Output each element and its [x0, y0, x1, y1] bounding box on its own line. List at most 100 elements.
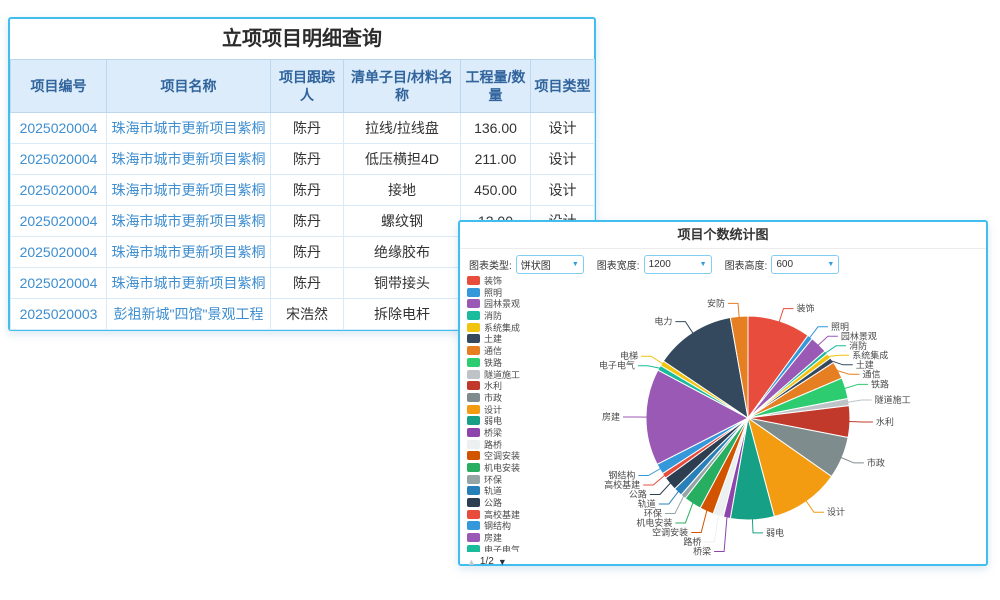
- legend-item-铁路[interactable]: 铁路: [467, 357, 567, 368]
- legend-item-弱电[interactable]: 弱电: [467, 416, 567, 426]
- pie-label-line: [638, 468, 661, 476]
- chart-type-select[interactable]: 饼状图 ▼: [515, 255, 584, 274]
- cell-project-name[interactable]: 珠海市城市更新项目紫桐: [106, 267, 271, 299]
- table-row: 2025020004 珠海市城市更新项目紫桐 陈丹 接地 450.00 设计: [10, 174, 595, 206]
- cell-tracker: 陈丹: [270, 174, 344, 206]
- chart-type-group: 图表类型: 饼状图 ▼: [469, 255, 584, 274]
- cell-project-no[interactable]: 2025020004: [10, 236, 107, 268]
- cell-project-no[interactable]: 2025020004: [10, 174, 107, 206]
- pie-label-line: [805, 500, 824, 513]
- pie-label-空调安装: 空调安装: [652, 527, 688, 538]
- cell-project-no[interactable]: 2025020004: [10, 267, 107, 299]
- legend-swatch: [467, 369, 480, 379]
- legend-swatch: [467, 416, 480, 426]
- pie-label-桥梁: 桥梁: [693, 546, 711, 557]
- pie-label-line: [751, 518, 763, 534]
- legend-item-电子电气[interactable]: 电子电气: [467, 544, 567, 552]
- legend-swatch: [467, 439, 480, 449]
- legend-item-轨道[interactable]: 轨道: [467, 486, 567, 497]
- col-header-project-no: 项目编号: [10, 59, 107, 113]
- legend-label: 水利: [484, 381, 503, 392]
- pie-label-line: [664, 495, 685, 514]
- pie-label-园林景观: 园林景观: [841, 330, 877, 341]
- legend-item-系统集成[interactable]: 系统集成: [467, 322, 567, 333]
- legend-item-消防[interactable]: 消防: [467, 311, 567, 321]
- pie-label-line: [691, 510, 708, 533]
- chart-width-value: 1200: [648, 259, 671, 270]
- pie-label-水利: 水利: [876, 416, 894, 427]
- project-table: 项目编号 项目名称 项目跟踪人 清单子目/材料名称 工程量/数量 项目类型 20…: [10, 59, 595, 330]
- legend-item-通信[interactable]: 通信: [467, 346, 567, 356]
- legend-swatch: [467, 322, 480, 332]
- legend-label: 电子电气: [484, 544, 521, 552]
- legend-item-钢结构[interactable]: 钢结构: [467, 521, 567, 531]
- chart-height-label: 图表高度:: [724, 261, 768, 272]
- legend-item-公路[interactable]: 公路: [467, 498, 567, 508]
- cell-project-name[interactable]: 珠海市城市更新项目紫桐: [106, 236, 271, 268]
- legend-label: 机电安装: [484, 463, 521, 473]
- legend-item-市政[interactable]: 市政: [467, 392, 567, 403]
- legend-item-空调安装[interactable]: 空调安装: [467, 451, 567, 461]
- legend-swatch: [467, 276, 480, 285]
- cell-project-name[interactable]: 珠海市城市更新项目紫桐: [106, 143, 271, 175]
- legend-label: 轨道: [484, 486, 503, 497]
- chart-height-select[interactable]: 600 ▼: [771, 255, 840, 274]
- cell-project-name[interactable]: 珠海市城市更新项目紫桐: [106, 205, 271, 237]
- table-header-row: 项目编号 项目名称 项目跟踪人 清单子目/材料名称 工程量/数量 项目类型: [10, 59, 595, 113]
- pie-label-line: [809, 326, 828, 339]
- legend-swatch: [467, 334, 480, 344]
- legend-label: 系统集成: [484, 322, 521, 333]
- legend-label: 土建: [484, 334, 503, 345]
- pie-label-系统集成: 系统集成: [852, 349, 888, 360]
- cell-item-name: 铜带接头: [343, 267, 461, 299]
- legend-item-照明[interactable]: 照明: [467, 287, 567, 298]
- legend-item-高校基建[interactable]: 高校基建: [467, 509, 567, 520]
- legend-item-土建[interactable]: 土建: [467, 334, 567, 345]
- cell-item-name: 低压横担4D: [343, 143, 461, 175]
- cell-quantity: 211.00: [460, 143, 531, 175]
- pie-label-line: [848, 421, 873, 423]
- cell-project-name[interactable]: 珠海市城市更新项目紫桐: [106, 174, 271, 206]
- cell-project-no[interactable]: 2025020004: [10, 143, 107, 175]
- cell-project-name[interactable]: 珠海市城市更新项目紫桐: [106, 112, 271, 144]
- pie-label-轨道: 轨道: [638, 498, 656, 509]
- legend-item-装饰[interactable]: 装饰: [467, 276, 567, 286]
- pie-label-市政: 市政: [867, 457, 885, 468]
- pie-chart: 装饰照明园林景观消防系统集成土建通信铁路隧道施工水利市政设计弱电桥梁路桥空调安装…: [599, 297, 911, 557]
- pie-label-line: [641, 355, 664, 365]
- legend-item-路桥[interactable]: 路桥: [467, 439, 567, 450]
- cell-project-no[interactable]: 2025020004: [10, 205, 107, 237]
- page-up-button[interactable]: ▲: [467, 556, 476, 567]
- page-down-button[interactable]: ▼: [497, 556, 507, 567]
- legend-item-水利[interactable]: 水利: [467, 381, 567, 392]
- pie-label-line: [778, 308, 794, 323]
- legend-label: 园林景观: [484, 299, 521, 310]
- legend-label: 桥梁: [484, 427, 503, 438]
- legend-item-机电安装[interactable]: 机电安装: [467, 463, 567, 473]
- chart-width-select[interactable]: 1200 ▼: [643, 255, 712, 274]
- legend-label: 高校基建: [484, 509, 521, 520]
- chart-legend: 装饰 照明 园林景观 消防 系统集成 土建 通信 铁路 隧道施工 水利 市政 设计 弱电 桥梁 路桥 空调安装…: [467, 276, 567, 552]
- chart-panel: 项目个数统计图 图表类型: 饼状图 ▼ 图表宽度: 1200 ▼ 图表高度: 6…: [458, 220, 988, 567]
- cell-project-no[interactable]: 2025020004: [10, 112, 107, 144]
- pie-label-机电安装: 机电安装: [636, 517, 672, 528]
- legend-item-园林景观[interactable]: 园林景观: [467, 299, 567, 310]
- legend-item-桥梁[interactable]: 桥梁: [467, 427, 567, 438]
- cell-project-name[interactable]: 彭祖新城"四馆"景观工程: [106, 298, 271, 330]
- col-header-tracker: 项目跟踪人: [270, 59, 344, 113]
- legend-page-text: 1/2: [479, 556, 494, 567]
- legend-item-隧道施工[interactable]: 隧道施工: [467, 369, 567, 380]
- pie-label-line: [840, 457, 864, 464]
- legend-label: 设计: [484, 404, 503, 415]
- legend-item-房建[interactable]: 房建: [467, 533, 567, 543]
- legend-swatch: [467, 392, 480, 402]
- legend-item-设计[interactable]: 设计: [467, 404, 567, 415]
- project-table-body: 2025020004 珠海市城市更新项目紫桐 陈丹 拉线/拉线盘 136.00 设计 202…: [10, 112, 595, 330]
- cell-project-no[interactable]: 2025020003: [10, 298, 107, 330]
- legend-swatch: [467, 544, 480, 552]
- chart-type-label: 图表类型:: [469, 261, 512, 272]
- pie-label-电力: 电力: [654, 316, 672, 327]
- pie-label-line: [728, 302, 740, 318]
- legend-item-环保[interactable]: 环保: [467, 474, 567, 485]
- pie-label-高校基建: 高校基建: [604, 479, 640, 490]
